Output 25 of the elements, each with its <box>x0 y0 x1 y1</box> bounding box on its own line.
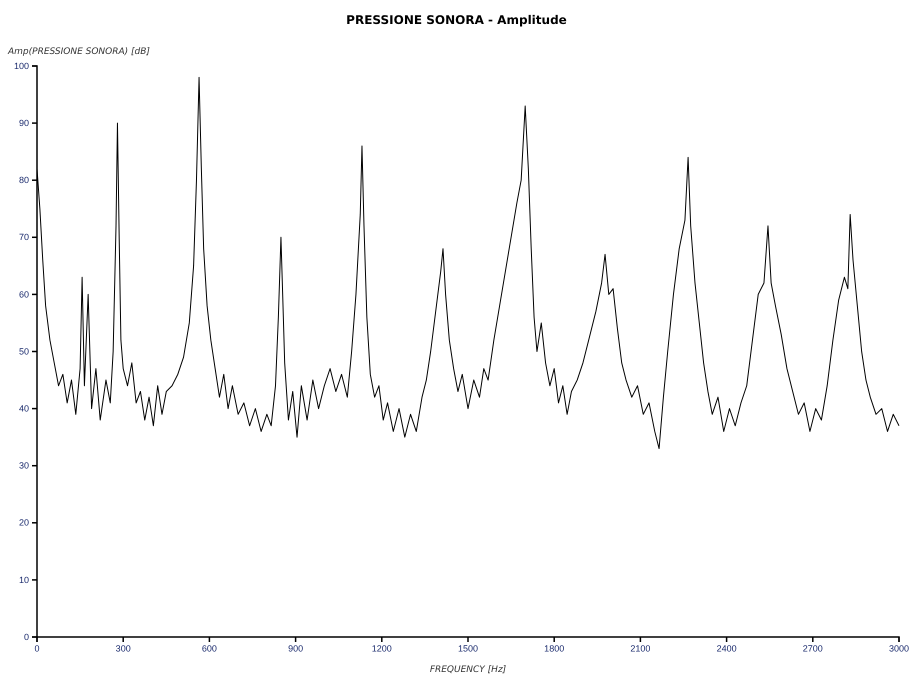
y-tick-label: 60 <box>18 289 29 300</box>
chart-title: PRESSIONE SONORA - Amplitude <box>346 13 567 27</box>
y-tick-label: 80 <box>18 175 29 186</box>
x-tick-label: 3000 <box>888 643 910 654</box>
x-tick-label: 0 <box>34 643 40 654</box>
x-tick-label: 1800 <box>544 643 564 654</box>
x-tick-label: 600 <box>202 643 217 654</box>
x-tick-label: 2400 <box>716 643 737 654</box>
y-tick-label: 100 <box>14 60 29 71</box>
y-tick-label: 30 <box>18 460 29 471</box>
y-tick-label: 70 <box>18 232 29 242</box>
y-tick-label: 50 <box>18 346 29 356</box>
y-tick-label: 20 <box>18 518 29 528</box>
y-tick-label: 0 <box>24 632 29 642</box>
x-tick-label: 900 <box>288 643 304 654</box>
x-tick-label: 1500 <box>458 643 478 654</box>
x-tick-label: 1200 <box>372 643 392 654</box>
y-tick-label: 10 <box>18 574 29 585</box>
x-tick-label: 300 <box>116 643 131 654</box>
x-tick-label: 2100 <box>630 643 650 654</box>
y-tick-label: 40 <box>18 403 29 414</box>
y-axis-title: Amp(PRESSIONE SONORA) [dB] <box>7 47 150 57</box>
y-tick-label: 90 <box>18 118 29 128</box>
x-axis-title: FREQUENCY [Hz] <box>430 665 507 675</box>
x-tick-label: 2700 <box>802 643 823 654</box>
